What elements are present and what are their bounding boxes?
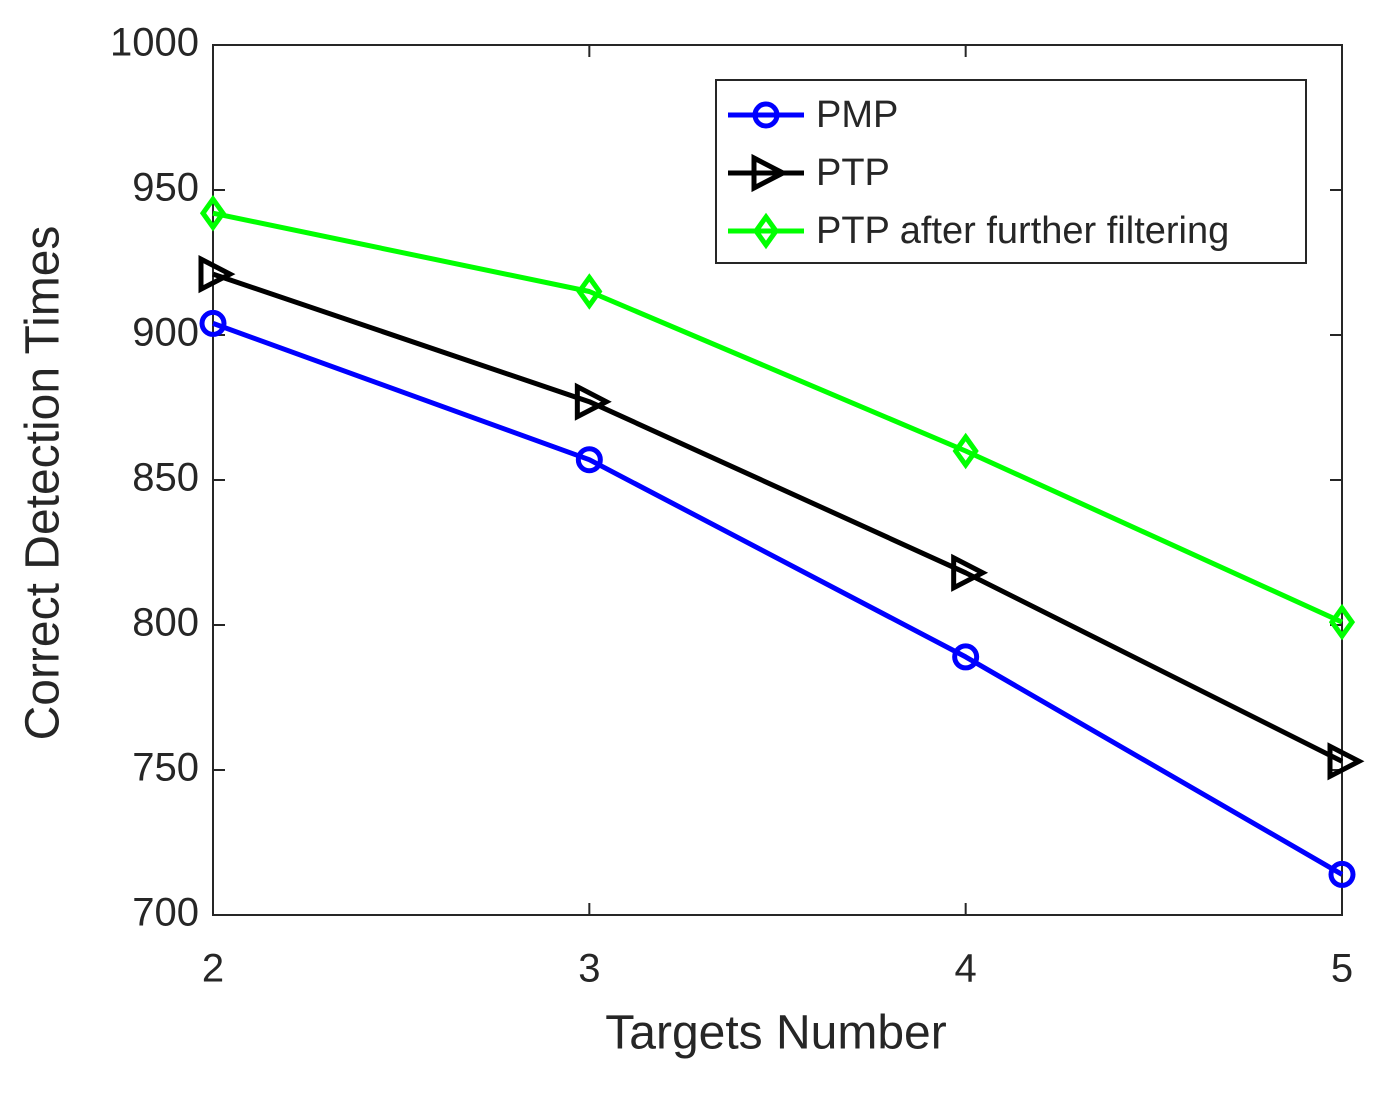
marker [952, 643, 980, 671]
legend-label: PTP [816, 152, 890, 194]
plot-frame [212, 44, 1343, 916]
marker [951, 553, 989, 592]
legend-box [715, 79, 1307, 264]
marker [576, 273, 603, 310]
marker [1327, 742, 1365, 781]
legend-label: PMP [816, 94, 898, 136]
series-line [212, 271, 1344, 764]
y-tick-label: 850 [132, 456, 199, 500]
x-tick-label: 4 [955, 947, 977, 991]
y-tick-label: 900 [132, 311, 199, 355]
marker [575, 446, 603, 474]
y-tick-label: 950 [132, 166, 199, 210]
y-tick-label: 750 [132, 746, 199, 790]
marker [199, 194, 227, 232]
legend: PMP PTP PTP after further filtering [715, 79, 1307, 264]
marker [199, 309, 227, 337]
x-tick-label: 3 [578, 947, 600, 991]
marker [1328, 860, 1356, 888]
x-tick-label: 5 [1331, 947, 1353, 991]
series-line [212, 210, 1344, 625]
x-tick-label: 2 [202, 947, 224, 991]
y-tick-label: 1000 [110, 21, 199, 65]
marker [574, 382, 612, 421]
y-axis-label: Correct Detection Times [17, 226, 70, 741]
marker [198, 254, 236, 294]
y-tick-label: 700 [132, 891, 199, 935]
y-tick-label: 800 [132, 601, 199, 645]
legend-marker [752, 101, 780, 129]
marker [952, 432, 979, 470]
x-axis-label: Targets Number [605, 1007, 946, 1060]
marker [1328, 603, 1356, 641]
legend-marker [752, 212, 780, 250]
legend-marker [751, 153, 789, 193]
legend-label: PTP after further filtering [816, 210, 1229, 252]
series-line [212, 321, 1344, 877]
